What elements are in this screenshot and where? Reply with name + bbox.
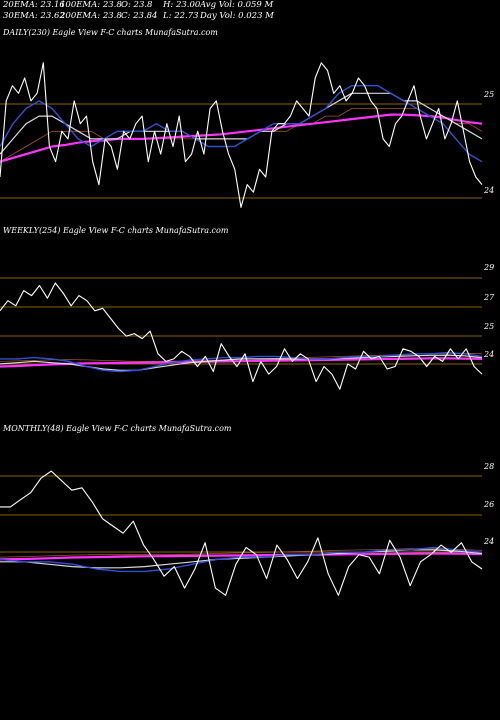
daily-y-tick-label: 24 bbox=[483, 186, 494, 195]
header-day-vol: Day Vol: 0.023 M bbox=[200, 11, 274, 21]
daily-series-ema-long bbox=[0, 113, 483, 163]
weekly-chart: 29 27 25 24 bbox=[0, 263, 495, 390]
daily-series-ema-fast bbox=[0, 84, 483, 163]
monthly-chart: 28 26 24 bbox=[0, 462, 494, 596]
monthly-y-tick-label: 24 bbox=[483, 537, 494, 546]
weekly-y-tick-label: 29 bbox=[483, 263, 494, 272]
header-close: C: 23.84 bbox=[121, 11, 158, 21]
weekly-y-tick-label: 25 bbox=[483, 322, 494, 331]
header-open: O: 23.8 bbox=[121, 0, 153, 10]
weekly-series-ema-long bbox=[0, 357, 483, 368]
daily-y-tick-label: 25 bbox=[483, 90, 494, 99]
monthly-y-tick-label: 26 bbox=[483, 500, 494, 509]
monthly-series-ema-fast bbox=[0, 546, 483, 573]
weekly-y-tick-label: 27 bbox=[483, 293, 495, 302]
header-ema20: 20EMA: 23.16 bbox=[3, 0, 65, 10]
weekly-series-ema-slow bbox=[0, 354, 483, 371]
header-ema200: 200EMA: 23.8 bbox=[60, 11, 122, 21]
daily-panel-label: DAILY(230) Eagle View F-C charts MunafaS… bbox=[3, 28, 218, 37]
header-low: L: 22.73 bbox=[163, 11, 199, 21]
monthly-panel-label: MONTHLY(48) Eagle View F-C charts Munafa… bbox=[3, 424, 232, 433]
weekly-series-ema-fast bbox=[0, 351, 483, 373]
header-ema100: 100EMA: 23.8 bbox=[60, 0, 122, 10]
monthly-series-price bbox=[0, 470, 483, 596]
daily-series-ema-slow bbox=[0, 92, 483, 155]
daily-chart: 25 24 bbox=[0, 62, 494, 208]
header-avg-vol: Avg Vol: 0.059 M bbox=[200, 0, 274, 10]
monthly-y-tick-label: 28 bbox=[483, 462, 494, 471]
weekly-y-tick-label: 24 bbox=[483, 350, 494, 359]
daily-series-ma-brown bbox=[0, 108, 483, 163]
header-high: H: 23.00 bbox=[163, 0, 201, 10]
weekly-series-price bbox=[0, 282, 483, 390]
daily-series-price bbox=[0, 62, 483, 208]
header-ema30: 30EMA: 23.62 bbox=[3, 11, 65, 21]
weekly-panel-label: WEEKLY(254) Eagle View F-C charts Munafa… bbox=[3, 226, 229, 235]
monthly-series-ma-brown bbox=[0, 548, 483, 558]
